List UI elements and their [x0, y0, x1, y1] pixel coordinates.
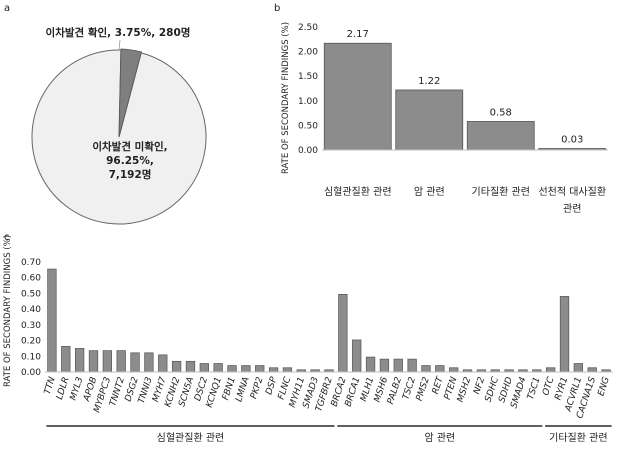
- x-tick-label-b: 암 관련: [414, 186, 445, 198]
- group-label: 기타질환 관련: [549, 432, 607, 444]
- pie-label-unconfirmed-line1: 이차발견 미확인,: [92, 140, 167, 153]
- bar-b: [466, 121, 535, 151]
- bar-c: [213, 363, 223, 373]
- panel-label-c: c: [4, 232, 10, 243]
- y-tick-label-b: 1.50: [298, 72, 318, 82]
- pie-label-confirmed: 이차발견 확인, 3.75%, 280명: [46, 26, 191, 39]
- group-label: 심혈관질환 관련: [157, 431, 225, 444]
- bar-c: [227, 365, 237, 373]
- bar-c: [268, 367, 279, 373]
- data-label-b: 1.22: [418, 76, 440, 87]
- bar-c: [102, 350, 112, 373]
- x-tick-label-c: NF2: [472, 376, 487, 396]
- pie-label-unconfirmed-line3: 7,192명: [109, 168, 152, 181]
- y-tick-label-b: 2.00: [298, 48, 318, 58]
- panel-label-b: b: [274, 3, 280, 14]
- bar-b: [395, 89, 464, 151]
- x-tick-label-b-line2: 관련: [563, 203, 581, 215]
- y-tick-label-c: 0.30: [21, 321, 41, 331]
- bar-c: [88, 350, 99, 373]
- bar-c: [559, 296, 570, 373]
- bar-c: [199, 363, 209, 373]
- bar-c: [421, 365, 431, 373]
- bar-c: [352, 339, 362, 373]
- y-tick-label-b: 0.00: [298, 146, 318, 156]
- y-tick-label-c: 0.20: [21, 337, 41, 347]
- pie-slice-confirmed: [118, 48, 142, 138]
- bar-c: [74, 348, 85, 373]
- bar-c: [241, 365, 251, 373]
- y-tick-label-b: 1.00: [298, 97, 318, 107]
- panel-label-a: a: [4, 3, 10, 14]
- bar-c: [116, 350, 126, 373]
- y-tick-label-c: 0.00: [21, 368, 41, 378]
- data-label-b: 2.17: [347, 29, 369, 40]
- y-tick-label-c: 0.10: [21, 352, 41, 362]
- x-tick-label-c: ENG: [596, 376, 612, 398]
- x-tick-label-b: 선천적 대사질환: [538, 186, 606, 198]
- y-tick-label-c: 0.60: [21, 274, 41, 284]
- bar-c: [130, 352, 140, 373]
- pie-chart: 이차발견 확인, 3.75%, 280명 이차발견 미확인, 96.25%, 7…: [31, 26, 207, 225]
- bar-c: [573, 363, 584, 373]
- bar-c: [338, 294, 348, 373]
- bar-c: [158, 354, 168, 373]
- y-tick-label-c: 0.50: [21, 289, 41, 299]
- bar-chart-b: RATE OF SECONDARY FINDINGS (%) 0.00 0.50 1…: [281, 22, 608, 215]
- y-tick-label-c: 0.40: [21, 305, 41, 315]
- bar-c: [365, 356, 376, 373]
- bar-c: [379, 358, 390, 373]
- bar-c: [587, 367, 597, 373]
- y-tick-label-b: 2.50: [298, 23, 318, 33]
- y-axis-label-c: RATE OF SECONDARY FINDINGS (%): [3, 235, 13, 387]
- bar-b: [323, 42, 392, 151]
- bar-c: [282, 367, 293, 373]
- bar-c: [393, 358, 403, 373]
- x-tick-label-b: 심혈관질환 관련: [324, 185, 392, 198]
- group-label: 암 관련: [424, 432, 455, 444]
- bar-c: [144, 352, 154, 373]
- bar-c: [407, 358, 417, 373]
- bar-c: [546, 367, 556, 373]
- y-tick-label-c: 0.70: [21, 258, 41, 268]
- x-tick-label-b: 기타질환 관련: [472, 186, 530, 198]
- data-label-b: 0.03: [561, 135, 583, 146]
- bar-c: [185, 360, 196, 373]
- y-axis-label-b: RATE OF SECONDARY FINDINGS (%): [281, 22, 291, 174]
- bar-c: [435, 365, 445, 373]
- y-tick-label-b: 0.50: [298, 121, 318, 131]
- bar-c: [255, 365, 265, 373]
- bar-c: [47, 268, 57, 373]
- bar-c: [61, 346, 71, 373]
- bar-c: [171, 360, 182, 373]
- bar-c: [449, 367, 459, 373]
- bar-chart-c: RATE OF SECONDARY FINDINGS (%) 0.00 0.10 0…: [3, 235, 613, 444]
- data-label-b: 0.58: [490, 107, 512, 118]
- pie-leader-line: [118, 39, 121, 51]
- pie-label-unconfirmed-line2: 96.25%,: [106, 155, 154, 167]
